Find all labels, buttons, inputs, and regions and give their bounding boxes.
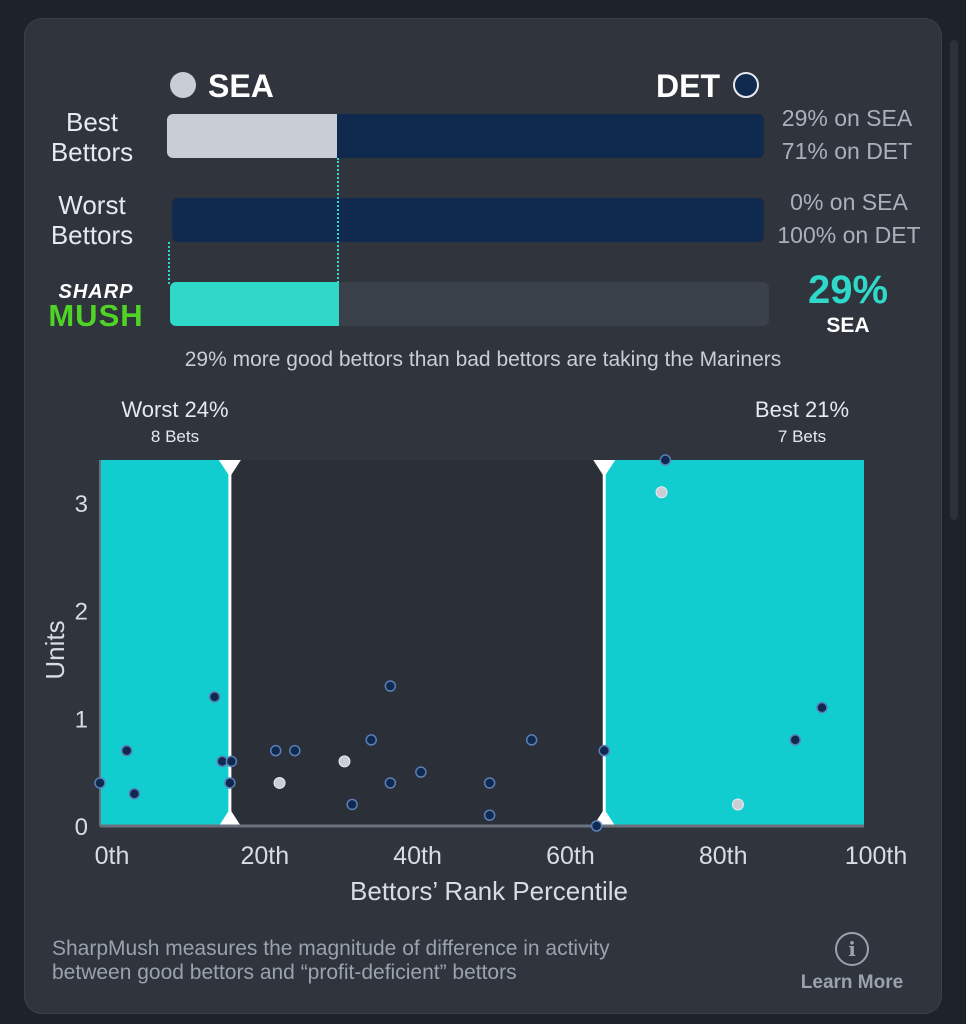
sea-bet-point[interactable] bbox=[338, 755, 351, 768]
caption-text: 29% more good bettors than bad bettors a… bbox=[184, 348, 782, 371]
worst-bettors-label: Worst Bettors bbox=[27, 190, 157, 250]
learn-more-button[interactable]: i Learn More bbox=[790, 932, 914, 994]
x-tick-label: 0th bbox=[95, 842, 130, 870]
info-icon: i bbox=[835, 932, 869, 966]
det-bet-point[interactable] bbox=[384, 680, 397, 692]
y-axis-label: Units bbox=[40, 620, 70, 679]
y-tick-label: 1 bbox=[75, 706, 88, 733]
x-tick-label: 40th bbox=[393, 842, 442, 870]
best-label-line1: Best bbox=[65, 107, 119, 137]
det-color-dot bbox=[733, 72, 759, 98]
footer-description: SharpMush measures the magnitude of diff… bbox=[52, 937, 610, 985]
sea-bet-point[interactable] bbox=[273, 776, 286, 789]
worst-band-region bbox=[100, 460, 230, 826]
x-tick-label: 20th bbox=[240, 842, 289, 870]
det-bet-point[interactable] bbox=[525, 734, 538, 746]
best-band-boundary-top-handle[interactable] bbox=[593, 460, 616, 477]
det-bet-point[interactable] bbox=[384, 777, 397, 789]
det-bet-point[interactable] bbox=[208, 691, 221, 703]
worst-label-line1: Worst bbox=[58, 190, 126, 220]
det-bet-point[interactable] bbox=[346, 798, 358, 811]
worst-label-line2: Bettors bbox=[50, 220, 134, 250]
mush-team: SEA bbox=[826, 314, 870, 337]
best-band-label: Best 21% bbox=[755, 397, 849, 422]
y-tick-label: 2 bbox=[75, 599, 88, 626]
worst-band-label: Worst 24% bbox=[121, 397, 228, 422]
y-tick-label: 3 bbox=[75, 491, 88, 518]
sharpmush-logo: SHARP MUSH bbox=[38, 282, 154, 331]
best-bar-sea bbox=[167, 114, 337, 158]
team-right-label: DET bbox=[656, 68, 720, 104]
det-bet-point[interactable] bbox=[483, 777, 496, 789]
x-tick-label: 60th bbox=[546, 842, 595, 870]
det-bet-point[interactable] bbox=[816, 701, 828, 714]
x-tick-label: 80th bbox=[699, 842, 748, 870]
mush-bar-fill bbox=[170, 282, 339, 326]
det-bet-point[interactable] bbox=[590, 820, 603, 832]
x-axis-label: Bettors’ Rank Percentile bbox=[350, 876, 628, 906]
worst-pcts: 0% on SEA 100% on DET bbox=[759, 186, 939, 252]
det-bet-point[interactable] bbox=[225, 755, 238, 768]
sea-bet-point[interactable] bbox=[731, 798, 744, 811]
logo-bottom-text: MUSH bbox=[48, 298, 144, 333]
det-bet-point[interactable] bbox=[94, 777, 106, 789]
y-tick-label: 0 bbox=[75, 814, 88, 841]
best-bettors-label: Best Bettors bbox=[27, 107, 157, 167]
det-bet-point[interactable] bbox=[128, 787, 141, 800]
best-band-sublabel: 7 Bets bbox=[778, 427, 826, 446]
det-bet-point[interactable] bbox=[269, 744, 282, 757]
footer-line1: SharpMush measures the magnitude of diff… bbox=[52, 937, 610, 960]
worst-band-boundary-top-handle[interactable] bbox=[218, 460, 241, 477]
best-det-pct: 71% on DET bbox=[781, 138, 913, 164]
worst-bar-det bbox=[172, 198, 764, 242]
logo-top-text: SHARP bbox=[58, 281, 134, 303]
scrollbar[interactable] bbox=[950, 40, 958, 520]
best-sea-pct: 29% on SEA bbox=[781, 105, 913, 131]
worst-sea-pct: 0% on SEA bbox=[790, 189, 908, 215]
percentile-scatter-chart: 0 1 2 3 0th 20th 40th 60th 80th 100th Worst 24% 8… bbox=[40, 397, 908, 906]
best-divider-connector bbox=[337, 158, 339, 283]
team-left-label: SEA bbox=[208, 68, 274, 104]
det-bet-point[interactable] bbox=[289, 744, 301, 757]
det-bet-point[interactable] bbox=[365, 734, 377, 746]
best-label-line2: Bettors bbox=[50, 137, 134, 167]
worst-det-pct: 100% on DET bbox=[777, 222, 921, 248]
best-pcts: 29% on SEA 71% on DET bbox=[757, 102, 937, 168]
det-bet-point[interactable] bbox=[659, 454, 672, 466]
det-bet-point[interactable] bbox=[224, 777, 236, 789]
worst-band-boundary-bottom-handle[interactable] bbox=[218, 809, 241, 826]
det-bet-point[interactable] bbox=[120, 744, 133, 757]
best-band-region bbox=[604, 460, 864, 826]
x-tick-label: 100th bbox=[845, 842, 908, 870]
sea-color-dot bbox=[170, 72, 196, 98]
sea-bet-point[interactable] bbox=[655, 486, 668, 499]
det-bet-point[interactable] bbox=[415, 766, 427, 778]
det-bet-point[interactable] bbox=[598, 744, 610, 757]
learn-more-label: Learn More bbox=[800, 972, 904, 993]
det-bet-point[interactable] bbox=[483, 809, 496, 821]
worst-divider-connector bbox=[168, 242, 170, 284]
det-bet-point[interactable] bbox=[789, 734, 801, 746]
footer-line2: between good bettors and “profit-deficie… bbox=[52, 961, 517, 984]
worst-band-sublabel: 8 Bets bbox=[151, 427, 199, 446]
mush-value: 29% bbox=[807, 268, 889, 312]
